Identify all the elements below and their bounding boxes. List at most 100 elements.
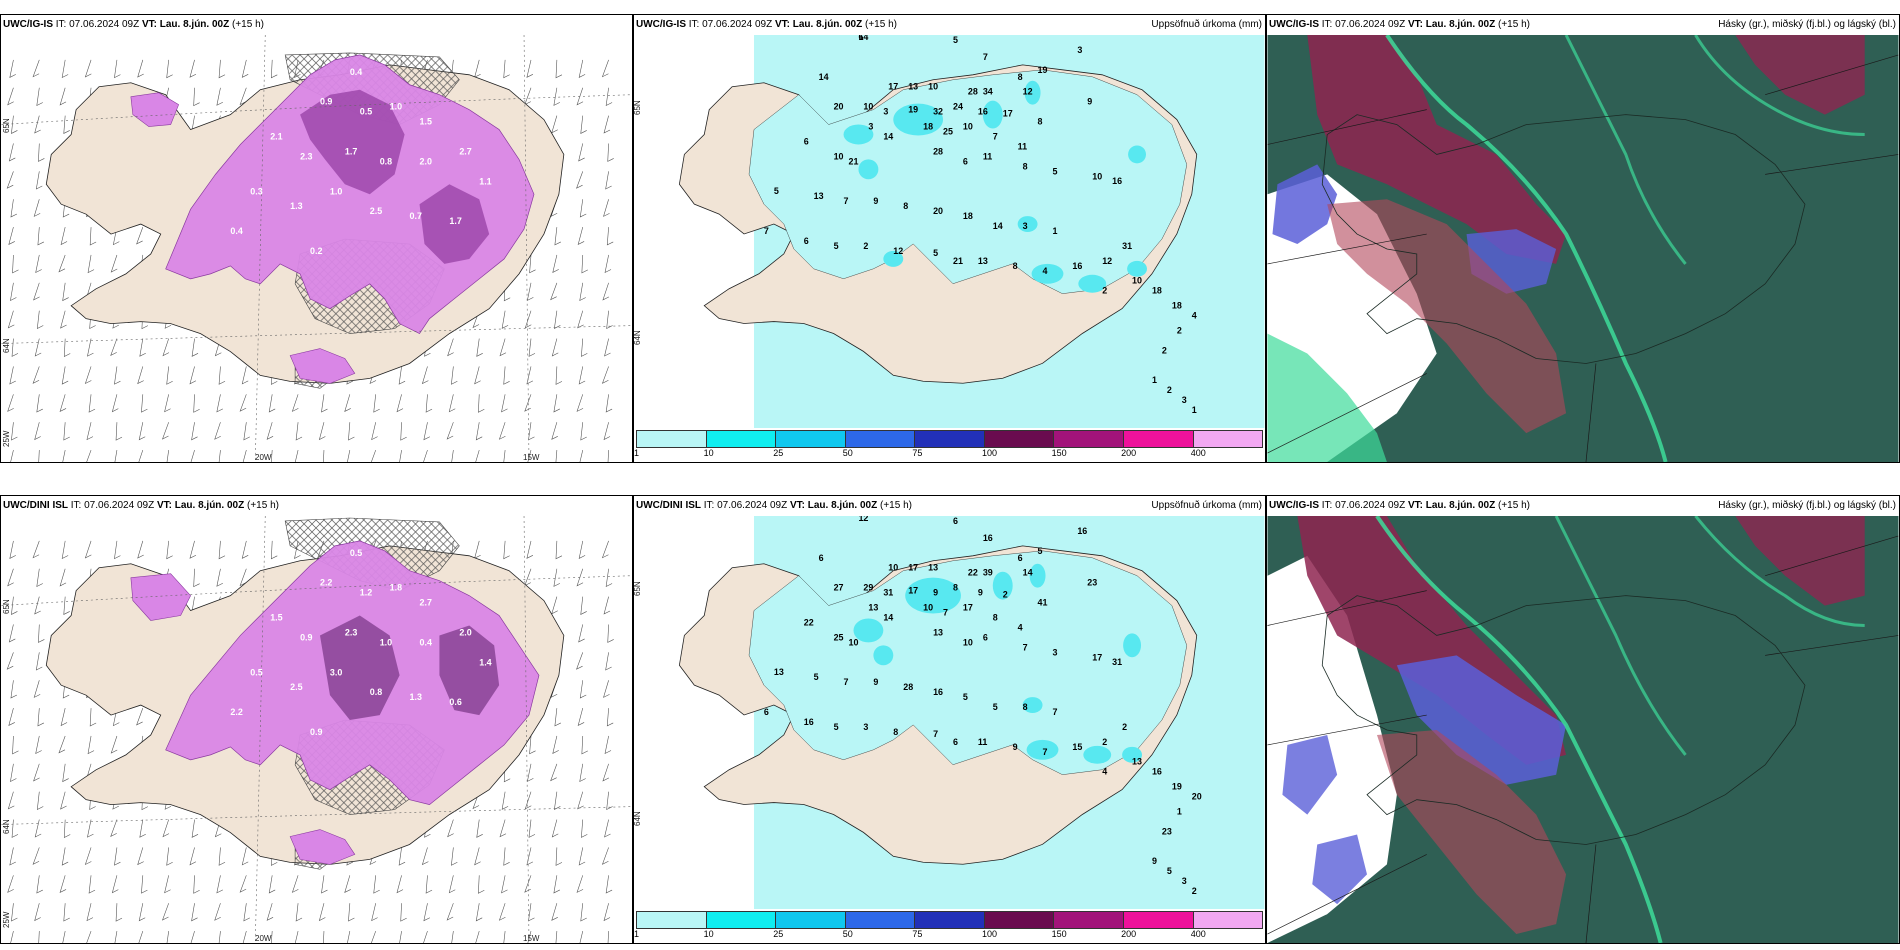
wind-barb <box>524 87 532 106</box>
wind-barb <box>524 394 532 412</box>
value-label: 18 <box>1172 301 1182 311</box>
wind-barb <box>371 930 377 943</box>
wind-barb <box>189 59 197 78</box>
wind-barb <box>526 59 534 78</box>
field-title: Hásky (gr.), miðský (fj.bl.) og lágský (… <box>1718 500 1896 511</box>
it-value: 07.06.2024 09Z <box>84 500 155 511</box>
wind-barb <box>581 338 588 357</box>
panel-header: UWC/DINI ISL IT: 07.06.2024 09Z VT: Lau.… <box>1 496 632 516</box>
wind-barb <box>526 282 534 301</box>
wind-barb <box>478 875 485 894</box>
wind-barb <box>498 903 506 921</box>
wind-barb <box>214 903 221 921</box>
wind-barb <box>241 540 249 559</box>
cyan-patches <box>843 80 1147 293</box>
precip-small-blob <box>289 829 356 865</box>
wind-barb <box>35 254 42 274</box>
wind-barb <box>321 875 328 894</box>
value-label: 4 <box>1018 622 1023 632</box>
vt-label: VT: <box>1407 500 1423 511</box>
scale-seg <box>776 431 846 447</box>
value-label: 0.4 <box>420 637 432 647</box>
value-label: 12 <box>1102 256 1112 266</box>
wind-barb <box>291 875 299 893</box>
value-label: 10 <box>963 122 973 132</box>
wind-precip-map: 0.4 0.9 0.5 1.0 1.5 2.1 2.3 1.7 0.8 2.0 2.7 1.1 0.3 1… <box>1 35 632 462</box>
value-label: 2 <box>1003 590 1008 600</box>
scale-seg <box>915 912 985 928</box>
value-label: 17 <box>1092 652 1102 662</box>
wind-barb <box>474 540 481 559</box>
wind-barb <box>423 449 428 462</box>
lat-label-64: 64N <box>2 338 11 353</box>
wind-barb <box>607 450 609 462</box>
wind-barb <box>604 819 611 838</box>
wind-barb <box>552 735 559 754</box>
wind-barb <box>576 652 584 670</box>
wind-barb <box>577 227 585 245</box>
value-label: 19 <box>1172 782 1182 792</box>
scale-seg <box>1123 431 1194 447</box>
wind-barb <box>580 596 587 615</box>
wind-barb <box>607 624 614 643</box>
wind-barb <box>34 819 42 838</box>
value-label: 2.1 <box>270 132 282 142</box>
wind-barb <box>553 568 560 587</box>
green-edge-2 <box>1554 516 1687 756</box>
wind-barb <box>578 366 586 385</box>
wind-barb <box>551 819 559 838</box>
wind-barb <box>62 282 69 302</box>
it-value: 07.06.2024 09Z <box>1335 500 1406 511</box>
wind-barb <box>214 422 221 440</box>
value-label: 0.3 <box>250 186 262 196</box>
lead-time: (+15 h) <box>247 500 279 511</box>
wind-barb <box>576 394 584 412</box>
wind-barb <box>550 763 558 782</box>
model-name: UWC/IG-IS <box>3 19 53 30</box>
panel-header: UWC/DINI ISL IT: 07.06.2024 09Z VT: Lau.… <box>634 496 1265 516</box>
wind-barb <box>84 540 92 559</box>
wind-barb <box>58 254 66 273</box>
value-label: 16 <box>1152 767 1162 777</box>
wind-barb <box>344 875 351 894</box>
lon-label-25w: 25W <box>2 430 11 447</box>
value-label: 1.5 <box>420 117 432 127</box>
scale-label: 50 <box>842 929 853 939</box>
field-title: Uppsöfnuð úrkoma (mm) <box>1151 19 1262 30</box>
wind-barb <box>115 903 123 922</box>
wind-barb <box>266 422 274 440</box>
wind-barb <box>294 930 299 943</box>
wind-barb <box>400 422 407 441</box>
wind-barb <box>503 931 506 943</box>
wind-barb <box>241 366 249 385</box>
value-label: 1.0 <box>380 637 392 647</box>
wind-barb <box>11 115 18 134</box>
precip-values: 0.4 0.9 0.5 1.0 1.5 2.1 2.3 1.7 0.8 2.0 2.7 1.1 0.3 1… <box>230 67 491 256</box>
scale-label: 25 <box>773 929 784 939</box>
wind-barb <box>88 394 96 413</box>
wind-barb <box>446 422 454 440</box>
value-label: 13 <box>814 191 824 201</box>
wind-barb <box>605 568 613 587</box>
wind-barb <box>86 930 92 943</box>
value-label: 8 <box>893 727 898 737</box>
value-label: 10 <box>834 151 844 161</box>
value-label: 11 <box>1018 141 1027 151</box>
wind-barb <box>136 707 144 726</box>
wind-barb <box>191 819 199 838</box>
value-label: 2 <box>863 241 868 251</box>
lon-label-20w: 20W <box>255 453 272 462</box>
wind-barb <box>110 338 118 357</box>
vt-value: Lau. 8.jún. 00Z <box>1425 500 1496 511</box>
value-label: 23 <box>1087 578 1097 588</box>
value-label: 8 <box>903 201 908 211</box>
wind-barb <box>423 422 431 441</box>
value-label: 5 <box>1038 546 1043 556</box>
high-cloud-band <box>1307 35 1567 264</box>
wind-barb <box>503 366 510 385</box>
value-label: 21 <box>849 156 859 166</box>
wind-barb <box>38 624 45 643</box>
it-label: IT: <box>703 500 715 511</box>
wind-barb <box>555 59 563 79</box>
value-label: 15 <box>1072 742 1082 752</box>
